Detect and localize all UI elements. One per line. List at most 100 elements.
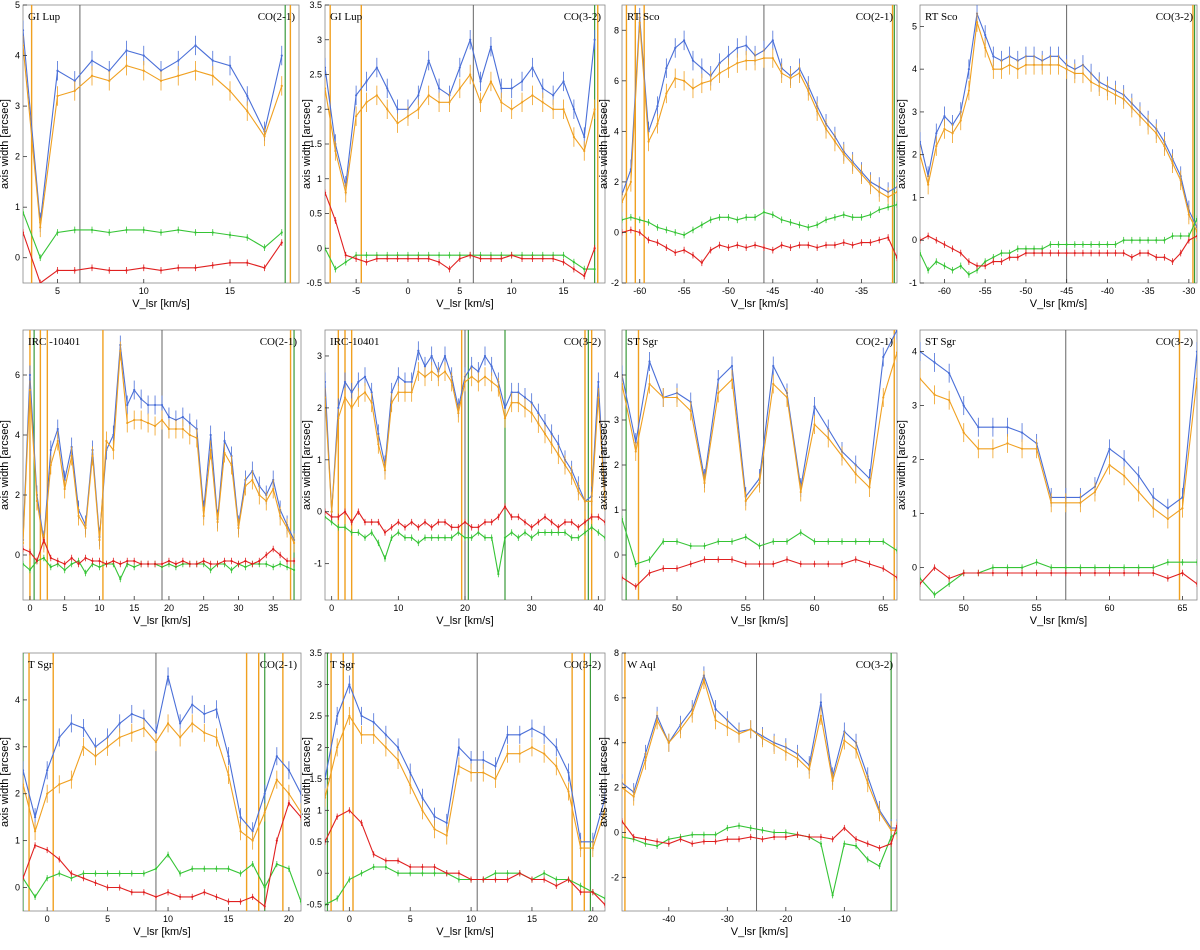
series-red — [622, 818, 897, 852]
data-point — [23, 769, 25, 772]
data-point — [63, 487, 66, 491]
data-point — [194, 231, 197, 234]
data-point — [1008, 63, 1011, 66]
data-point — [386, 254, 389, 257]
data-point — [70, 877, 73, 880]
series-line-red — [23, 232, 283, 283]
data-point — [125, 49, 128, 52]
data-point — [518, 752, 521, 755]
data-point — [629, 180, 632, 184]
data-point — [622, 218, 624, 221]
data-point — [58, 872, 61, 875]
data-point — [753, 216, 757, 219]
data-point — [325, 396, 327, 399]
data-point — [70, 454, 73, 458]
data-point — [227, 773, 230, 777]
y-tick-label: 1 — [317, 805, 322, 815]
data-point — [174, 427, 177, 431]
data-point — [1098, 85, 1101, 88]
data-point — [427, 59, 430, 62]
data-point — [1166, 561, 1169, 564]
data-point — [799, 562, 802, 566]
data-point — [94, 745, 97, 748]
data-point — [702, 840, 706, 843]
data-point — [603, 521, 605, 524]
data-point — [583, 149, 586, 153]
data-point — [410, 391, 413, 394]
data-point — [1049, 63, 1052, 66]
data-point — [263, 266, 266, 269]
data-point — [58, 736, 61, 739]
data-point — [457, 765, 461, 768]
data-point — [831, 838, 834, 841]
data-point — [396, 122, 399, 125]
data-point — [1155, 239, 1158, 242]
data-point — [108, 79, 111, 82]
data-point — [239, 816, 242, 819]
data-point — [90, 59, 94, 62]
data-point — [403, 380, 407, 384]
data-point — [1016, 256, 1019, 259]
data-point — [1006, 571, 1009, 575]
data-point — [796, 757, 799, 760]
data-point — [517, 391, 520, 394]
data-point — [737, 732, 741, 735]
data-point — [1195, 377, 1197, 380]
data-point — [142, 69, 145, 72]
data-point — [518, 872, 521, 875]
data-point — [133, 388, 136, 392]
data-point — [562, 254, 565, 257]
data-point — [1089, 243, 1093, 246]
data-point — [700, 223, 703, 226]
data-point — [73, 228, 76, 232]
series-green — [325, 513, 605, 578]
data-point — [1106, 251, 1109, 255]
data-point — [638, 218, 641, 221]
data-point — [396, 108, 399, 111]
data-point — [125, 269, 128, 272]
data-point — [160, 562, 164, 566]
data-point — [531, 66, 534, 69]
data-point — [718, 216, 721, 219]
data-point — [920, 377, 922, 380]
data-point — [943, 243, 946, 246]
data-point — [202, 559, 205, 563]
data-point — [878, 865, 881, 868]
data-point — [531, 94, 534, 97]
data-point — [1024, 63, 1028, 66]
y-tick-label: 2.5 — [309, 711, 322, 721]
data-point — [541, 87, 544, 90]
data-point — [130, 712, 133, 716]
y-tick-label: 3 — [15, 742, 20, 752]
data-point — [265, 499, 268, 503]
y-tick-label: 2 — [15, 152, 20, 162]
panel-source-name: ST Sgr — [627, 336, 658, 348]
data-point — [490, 536, 493, 539]
data-point — [702, 833, 706, 836]
data-point — [489, 254, 493, 257]
data-point — [860, 173, 863, 176]
data-point — [730, 540, 734, 543]
data-point — [967, 260, 970, 263]
data-point — [579, 891, 582, 894]
data-point — [662, 567, 665, 570]
data-point — [816, 223, 819, 226]
data-point — [194, 69, 197, 72]
data-point — [360, 714, 363, 718]
y-axis-label: axis width [arcsec] — [598, 420, 610, 510]
data-point — [179, 895, 182, 899]
data-point — [177, 228, 180, 232]
x-tick-label: -45 — [766, 286, 779, 296]
data-point — [882, 540, 885, 543]
data-point — [843, 739, 846, 742]
series-blue — [23, 667, 301, 841]
data-point — [843, 842, 846, 845]
data-point — [469, 73, 472, 76]
data-point — [510, 531, 513, 534]
data-point — [384, 733, 387, 736]
data-point — [377, 432, 380, 435]
data-point — [450, 536, 453, 539]
data-point — [337, 526, 340, 529]
data-point — [410, 521, 413, 524]
data-point — [703, 558, 706, 561]
